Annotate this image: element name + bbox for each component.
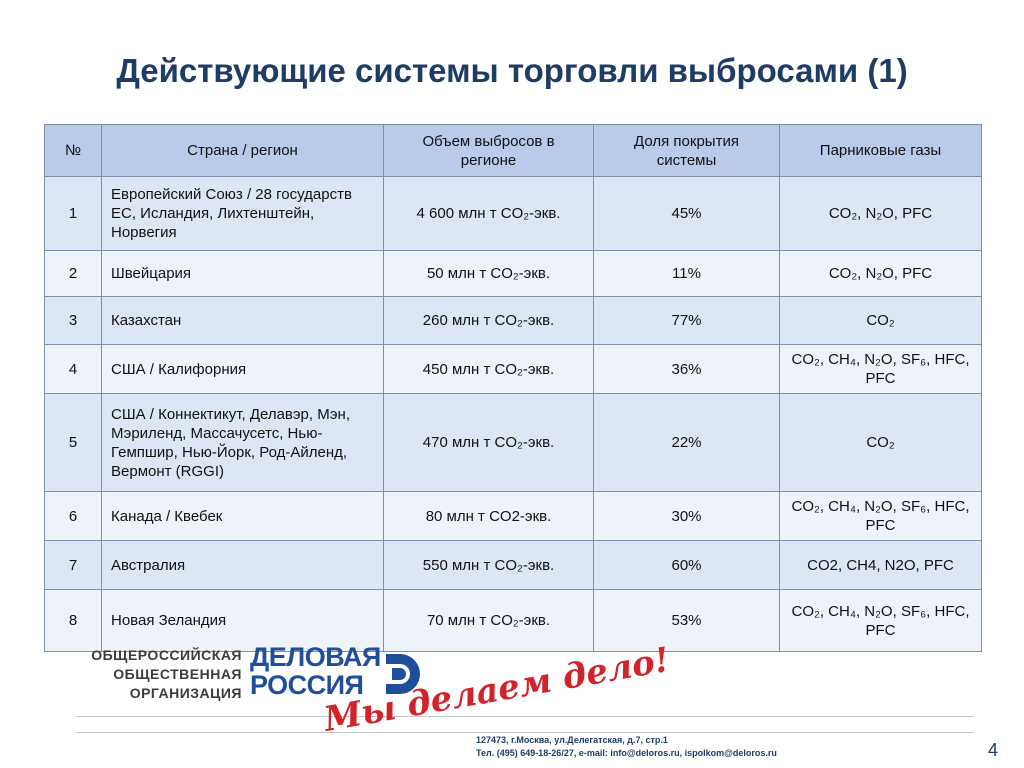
row-gases: CO₂, CH₄, N₂O, SF₆, HFC, PFC	[779, 589, 982, 652]
row-num: 4	[44, 344, 102, 394]
row-num: 2	[44, 250, 102, 297]
header-region: Страна / регион	[101, 124, 384, 177]
organization-line: ОРГАНИЗАЦИЯ	[129, 685, 242, 701]
row-gases: CO₂	[779, 296, 982, 345]
row-region: Канада / Квебек	[101, 491, 384, 541]
header-volume: Объем выбросов в регионе	[383, 124, 594, 177]
row-region: Казахстан	[101, 296, 384, 345]
address-text: 127473, г.Москва, ул.Делегатская, д.7, с…	[476, 735, 668, 745]
row-gases: CO₂, N₂O, PFC	[779, 176, 982, 251]
header-gases: Парниковые газы	[779, 124, 982, 177]
row-region: США / Коннектикут, Делавэр, Мэн, Мэрилен…	[101, 393, 384, 492]
footer-divider	[76, 732, 974, 733]
slide-title: Действующие системы торговли выбросами (…	[116, 52, 908, 89]
row-share: 53%	[593, 589, 780, 652]
table-row: 8 Новая Зеландия 70 млн т CO₂-экв. 53% C…	[44, 589, 982, 652]
row-num: 1	[44, 176, 102, 251]
row-share: 45%	[593, 176, 780, 251]
table-row: 6 Канада / Квебек 80 млн т CO2-экв. 30% …	[44, 491, 982, 541]
row-volume: 450 млн т CO₂-экв.	[383, 344, 594, 394]
header-share: Доля покрытия системы	[593, 124, 780, 177]
row-region: Австралия	[101, 540, 384, 590]
row-num: 3	[44, 296, 102, 345]
contacts-text: Тел. (495) 649-18-26/27, e-mail: info@de…	[476, 748, 777, 758]
row-region: Европейский Союз / 28 государств ЕС, Исл…	[101, 176, 384, 251]
row-volume: 80 млн т CO2-экв.	[383, 491, 594, 541]
row-share: 22%	[593, 393, 780, 492]
row-volume: 50 млн т CO₂-экв.	[383, 250, 594, 297]
row-share: 60%	[593, 540, 780, 590]
row-region: США / Калифорния	[101, 344, 384, 394]
header-num: №	[44, 124, 102, 177]
table-row: 3 Казахстан 260 млн т CO₂-экв. 77% CO₂	[44, 296, 982, 345]
table-row: 7 Австралия 550 млн т CO₂-экв. 60% CO2, …	[44, 540, 982, 590]
row-num: 6	[44, 491, 102, 541]
table-row: 2 Швейцария 50 млн т CO₂-экв. 11% CO₂, N…	[44, 250, 982, 297]
table-row: 1 Европейский Союз / 28 государств ЕС, И…	[44, 176, 982, 251]
row-region: Новая Зеландия	[101, 589, 384, 652]
row-volume: 550 млн т CO₂-экв.	[383, 540, 594, 590]
row-gases: CO₂, CH₄, N₂O, SF₆, HFC, PFC	[779, 344, 982, 394]
footer-divider	[76, 716, 974, 717]
row-num: 8	[44, 589, 102, 652]
table-row: 5 США / Коннектикут, Делавэр, Мэн, Мэрил…	[44, 393, 982, 492]
table-header-row: № Страна / регион Объем выбросов в регио…	[44, 124, 982, 177]
brand-mark-icon	[386, 654, 420, 694]
row-gases: CO₂	[779, 393, 982, 492]
table-row: 4 США / Калифорния 450 млн т CO₂-экв. 36…	[44, 344, 982, 394]
row-share: 11%	[593, 250, 780, 297]
brand-logo-text: ДЕЛОВАЯ РОССИЯ	[250, 643, 381, 699]
row-gases: CO₂, CH₄, N₂O, SF₆, HFC, PFC	[779, 491, 982, 541]
organization-text: ОБЩЕРОССИЙСКАЯ ОБЩЕСТВЕННАЯ ОРГАНИЗАЦИЯ	[82, 646, 242, 703]
row-gases: CO₂, N₂O, PFC	[779, 250, 982, 297]
row-volume: 4 600 млн т CO₂-экв.	[383, 176, 594, 251]
page-number: 4	[988, 740, 999, 760]
row-region: Швейцария	[101, 250, 384, 297]
brand-line: ДЕЛОВАЯ	[250, 642, 381, 672]
organization-line: ОБЩЕРОССИЙСКАЯ	[91, 647, 242, 663]
row-volume: 260 млн т CO₂-экв.	[383, 296, 594, 345]
row-gases: CO2, CH4, N2O, PFC	[779, 540, 982, 590]
row-share: 77%	[593, 296, 780, 345]
row-volume: 70 млн т CO₂-экв.	[383, 589, 594, 652]
brand-line: РОССИЯ	[250, 670, 364, 700]
row-share: 36%	[593, 344, 780, 394]
row-share: 30%	[593, 491, 780, 541]
emissions-table: № Страна / регион Объем выбросов в регио…	[44, 124, 982, 652]
row-num: 5	[44, 393, 102, 492]
row-volume: 470 млн т CO₂-экв.	[383, 393, 594, 492]
organization-line: ОБЩЕСТВЕННАЯ	[113, 666, 242, 682]
row-num: 7	[44, 540, 102, 590]
